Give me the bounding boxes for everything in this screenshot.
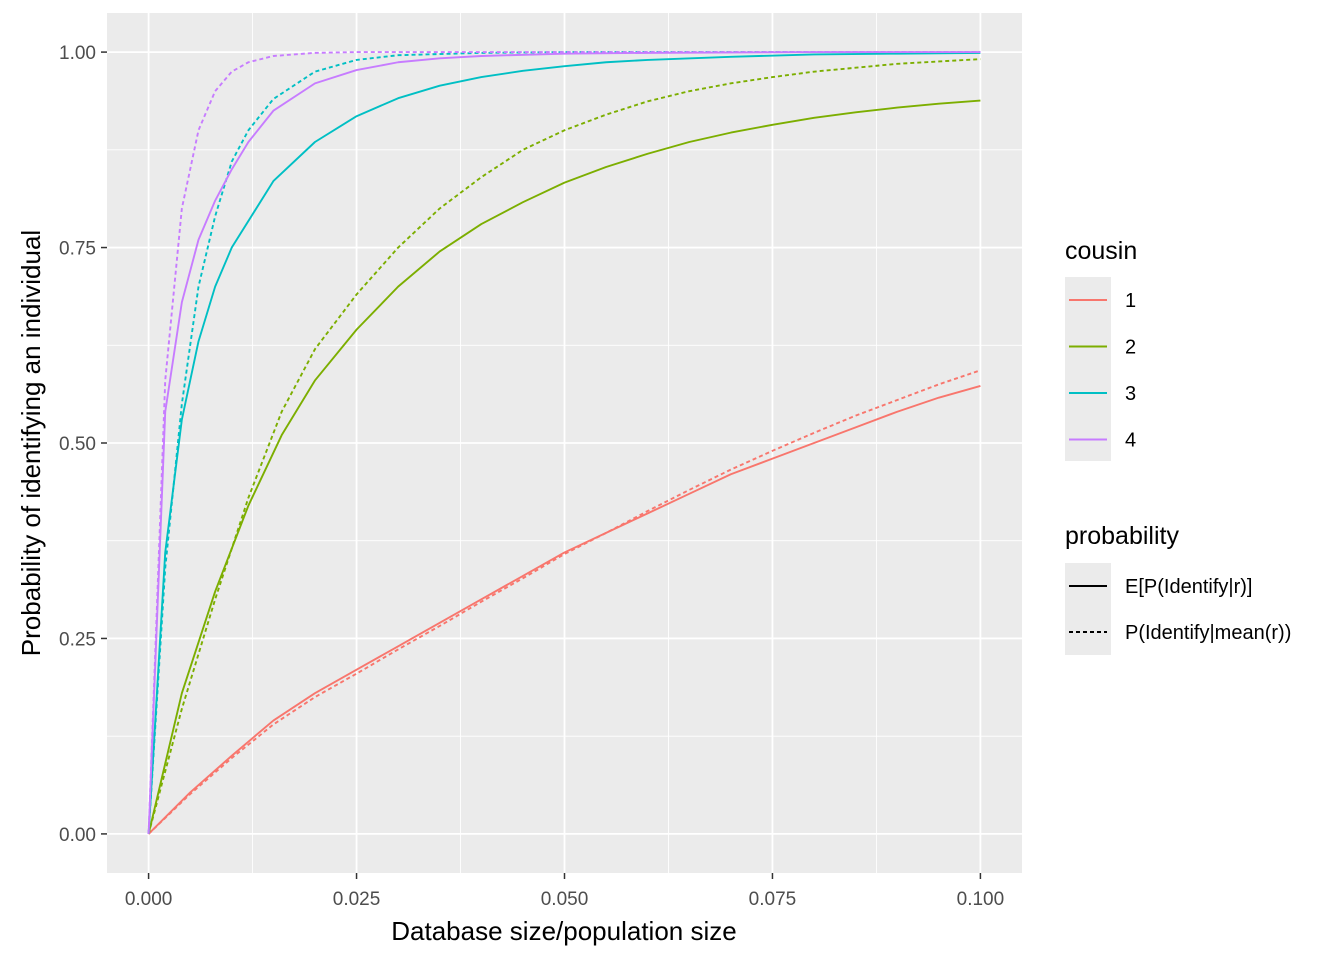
- series-line-cousin-2-expected: [147, 99, 981, 835]
- x-axis-title: Database size/population size: [391, 916, 736, 946]
- y-tick-label: 0.75: [59, 239, 96, 260]
- series-line-cousin-3-expected: [147, 51, 981, 834]
- legend-label-cousin-3: 3: [1125, 383, 1136, 405]
- legend-cousin: cousin 1 2 3 4: [1065, 237, 1137, 461]
- y-tick-label: 0.00: [59, 825, 96, 846]
- x-tick-label: 0.025: [333, 889, 381, 910]
- legend-cousin-key-bg: [1065, 277, 1111, 461]
- legend-label-cousin-1: 1: [1125, 290, 1136, 312]
- y-tick-label: 1.00: [59, 43, 96, 64]
- series-line-cousin-4-expected: [147, 51, 981, 834]
- legend-cousin-entries: 1 2 3 4: [1069, 290, 1136, 452]
- legend-cousin-title: cousin: [1065, 237, 1137, 265]
- legend-label-cousin-4: 4: [1125, 430, 1136, 452]
- x-tick-label: 0.000: [125, 889, 173, 910]
- y-tick-label: 0.50: [59, 434, 96, 455]
- y-tick-label: 0.25: [59, 629, 96, 650]
- x-tick-label: 0.100: [957, 889, 1005, 910]
- legend-label-mean: P(Identify|mean(r)): [1125, 622, 1291, 644]
- legend-probability-title: probability: [1065, 522, 1179, 550]
- y-axis-title: Probability of identifying an individual: [16, 230, 46, 656]
- series-line-cousin-1-expected: [147, 385, 981, 835]
- legend-label-expected: E[P(Identify|r)]: [1125, 576, 1252, 598]
- x-tick-label: 0.050: [541, 889, 589, 910]
- legend-label-cousin-2: 2: [1125, 337, 1136, 359]
- series-line-cousin-3-mean: [147, 51, 981, 834]
- x-axis-ticks: 0.000 0.025 0.050 0.075 0.100: [125, 873, 1004, 910]
- y-axis-ticks: 0.00 0.25 0.50 0.75 1.00: [59, 43, 107, 846]
- legend-probability: probability E[P(Identify|r)] P(Identify|m…: [1065, 522, 1291, 655]
- series-line-cousin-4-mean: [147, 51, 981, 834]
- legend-probability-key-bg: [1065, 563, 1111, 655]
- series-line-cousin-1-mean: [147, 369, 981, 835]
- grid-major: [107, 13, 1022, 873]
- series-lines: [147, 51, 981, 835]
- series-line-cousin-2-mean: [147, 58, 981, 835]
- legend-probability-entries: E[P(Identify|r)] P(Identify|mean(r)): [1069, 576, 1291, 644]
- x-tick-label: 0.075: [749, 889, 797, 910]
